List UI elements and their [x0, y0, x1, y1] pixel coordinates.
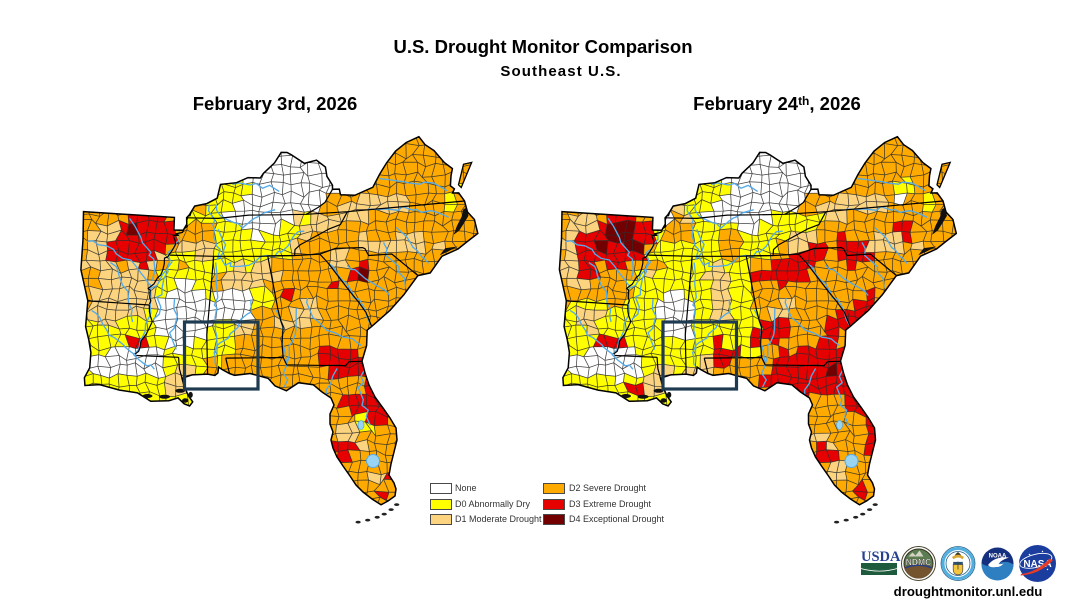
svg-text:NDMC: NDMC	[906, 557, 932, 567]
svg-text:NOAA: NOAA	[989, 554, 1007, 560]
svg-text:NASA: NASA	[1023, 559, 1051, 570]
svg-text:USDA: USDA	[861, 549, 901, 565]
